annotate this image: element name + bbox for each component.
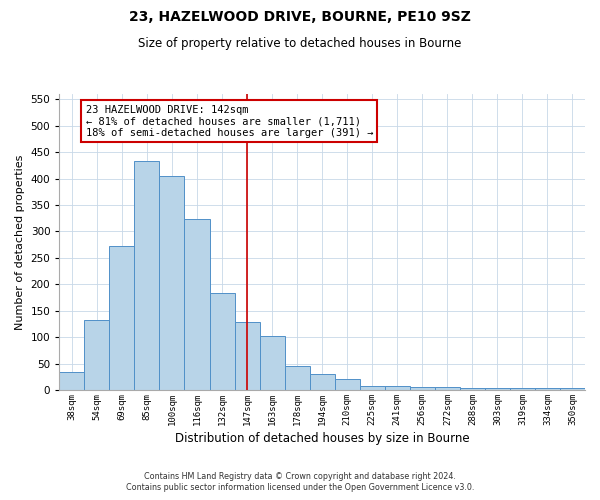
Bar [360,386,385,390]
Bar [410,388,435,390]
Bar [535,388,560,390]
Bar [385,386,410,390]
Bar [284,366,310,390]
Y-axis label: Number of detached properties: Number of detached properties [15,154,25,330]
Bar [435,388,460,390]
Bar [85,320,109,390]
Bar [310,374,335,390]
Bar [560,388,585,390]
Text: 23, HAZELWOOD DRIVE, BOURNE, PE10 9SZ: 23, HAZELWOOD DRIVE, BOURNE, PE10 9SZ [129,10,471,24]
Bar [160,176,184,390]
Bar [460,388,485,390]
Bar [260,336,284,390]
Bar [510,388,535,390]
Text: 23 HAZELWOOD DRIVE: 142sqm
← 81% of detached houses are smaller (1,711)
18% of s: 23 HAZELWOOD DRIVE: 142sqm ← 81% of deta… [86,104,373,138]
Bar [209,293,235,390]
X-axis label: Distribution of detached houses by size in Bourne: Distribution of detached houses by size … [175,432,469,445]
Bar [184,220,209,390]
Text: Size of property relative to detached houses in Bourne: Size of property relative to detached ho… [139,38,461,51]
Bar [235,322,260,390]
Text: Contains HM Land Registry data © Crown copyright and database right 2024.
Contai: Contains HM Land Registry data © Crown c… [126,472,474,492]
Bar [109,246,134,390]
Bar [59,372,85,390]
Bar [335,379,360,390]
Bar [485,388,510,390]
Bar [134,161,160,390]
